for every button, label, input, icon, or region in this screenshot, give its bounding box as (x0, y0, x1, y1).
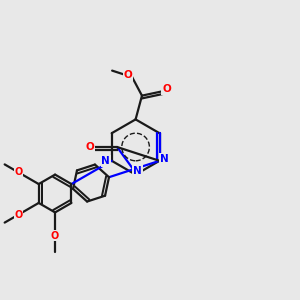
Text: N: N (133, 166, 142, 176)
Text: O: O (85, 142, 94, 152)
Text: O: O (162, 85, 171, 94)
Text: O: O (14, 210, 22, 220)
Text: O: O (124, 70, 132, 80)
Text: O: O (51, 231, 59, 241)
Text: N: N (101, 156, 110, 166)
Text: O: O (14, 167, 22, 177)
Text: N: N (160, 154, 169, 164)
